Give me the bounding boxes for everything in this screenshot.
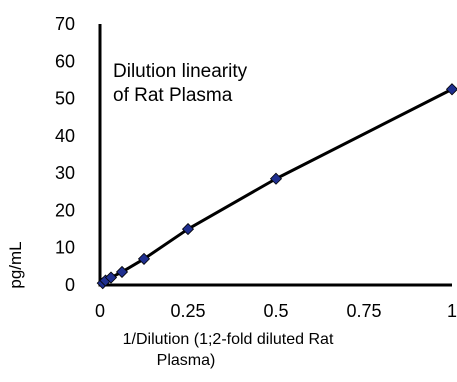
y-tick-label: 70 — [55, 14, 75, 34]
data-point — [445, 83, 457, 96]
y-tick-label: 0 — [65, 275, 75, 295]
annotation-line-2: of Rat Plasma — [113, 85, 233, 106]
data-point — [137, 252, 151, 265]
y-tick-label: 40 — [55, 126, 75, 146]
y-tick-label: 10 — [55, 238, 75, 258]
data-point — [269, 172, 283, 185]
data-point — [181, 223, 195, 236]
annotation-line-1: Dilution linearity — [113, 61, 248, 82]
x-tick-label: 1 — [447, 301, 457, 321]
x-tick-label: 0.25 — [170, 301, 205, 321]
x-tick-label: 0.5 — [263, 301, 288, 321]
x-axis-label-line-1: 1/Dilution (1;2-fold diluted Rat — [123, 331, 334, 348]
y-axis-label: pg/mL — [6, 241, 25, 288]
data-point — [104, 271, 118, 284]
data-point — [115, 265, 129, 279]
x-axis-label-line-2: Plasma) — [157, 352, 216, 369]
x-tick-label: 0 — [95, 301, 105, 321]
y-tick-label: 20 — [55, 200, 75, 220]
series-line-group — [101, 87, 453, 285]
y-tick-label: 60 — [55, 51, 75, 71]
x-axis: 0 0.25 0.5 0.75 1 — [95, 283, 457, 321]
series-line — [101, 87, 453, 285]
y-tick-label: 30 — [55, 163, 75, 183]
x-tick-label: 0.75 — [346, 301, 381, 321]
y-axis: 0 10 20 30 40 50 60 70 — [55, 14, 102, 295]
y-tick-label: 50 — [55, 89, 75, 109]
series-points-group — [96, 83, 457, 290]
